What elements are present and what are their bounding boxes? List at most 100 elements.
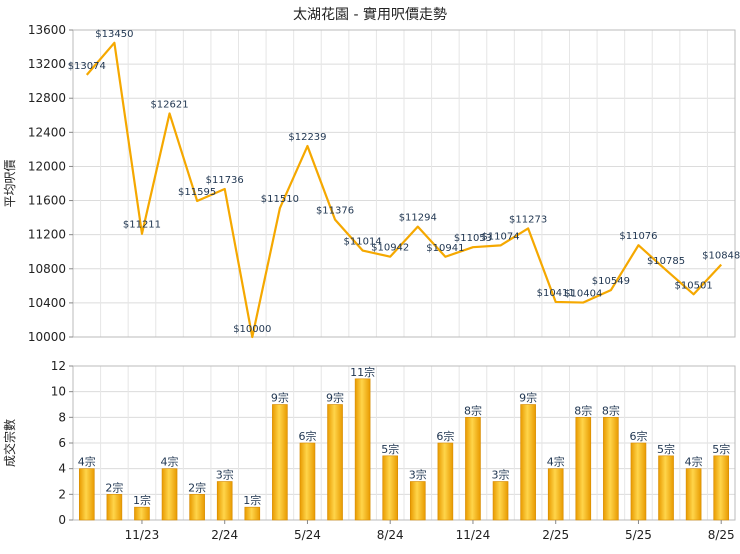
price-data-label: $11294 [399,213,437,224]
volume-bar [409,481,426,521]
volume-data-label: 4宗 [78,455,96,469]
volume-bar [244,506,261,521]
volume-y-tick-label: 4 [58,462,66,476]
volume-bar [327,404,343,521]
volume-bar [713,455,730,521]
volume-data-label: 4宗 [685,455,703,469]
volume-y-axis-label: 成交宗數 [2,419,17,467]
volume-bar [492,481,509,521]
price-y-tick-label: 12400 [28,125,66,139]
price-data-label: $13074 [68,61,106,72]
month-tick-label: 8/24 [377,528,404,542]
volume-bar [354,378,371,521]
month-tick-label: 8/25 [708,528,735,542]
volume-data-label: 1宗 [133,493,151,507]
volume-y-tick-label: 0 [58,513,66,527]
volume-bar [78,468,95,521]
price-data-label: $10501 [675,280,713,291]
volume-data-label: 3宗 [409,468,427,482]
price-y-tick-label: 10000 [28,330,66,344]
price-data-label: $11014 [344,237,382,248]
volume-bar [547,468,564,521]
volume-y-tick-label: 2 [58,487,66,501]
month-tick-label: 2/25 [542,528,569,542]
price-y-tick-label: 12800 [28,91,66,105]
volume-data-label: 5宗 [657,442,675,456]
volume-bar [161,468,178,521]
volume-bar [134,506,150,521]
price-line [85,41,723,339]
volume-data-label: 3宗 [216,468,234,482]
price-y-tick-label: 10800 [28,262,66,276]
volume-data-label: 5宗 [381,442,399,456]
volume-bar [575,417,592,521]
volume-data-label: 9宗 [271,391,289,405]
price-data-label: $11273 [509,214,547,225]
price-data-label: $11053 [454,233,492,244]
price-data-label: $10942 [371,243,409,254]
volume-data-label: 9宗 [519,391,537,405]
price-data-label: $10785 [647,256,685,267]
volume-bar [437,442,454,521]
volume-y-tick-label: 10 [51,385,66,399]
price-data-label: $11074 [481,231,519,242]
volume-y-tick-label: 6 [58,436,66,450]
price-y-axis: 10000 10400 10800 11200 11600 12000 12400 12800… [28,23,73,344]
price-data-label: $11595 [178,187,216,198]
chart-title: 太湖花園 - 實用呎價走勢 [293,6,447,23]
month-tick-label: 2/24 [211,528,238,542]
volume-data-label: 1宗 [243,493,261,507]
volume-data-label: 5宗 [712,442,730,456]
volume-bar [272,404,288,521]
price-data-label: $10404 [564,289,602,300]
price-data-label: $12621 [150,99,188,110]
price-y-tick-label: 10400 [28,296,66,310]
volume-bars [78,378,730,521]
price-data-label: $10549 [592,276,630,287]
price-data-label: $13450 [95,29,133,40]
volume-y-axis: 0 2 4 6 8 10 12 [51,359,73,527]
price-y-tick-label: 12000 [28,159,66,173]
volume-y-tick-label: 12 [51,359,66,373]
price-grid [72,29,736,338]
volume-data-label: 3宗 [492,468,510,482]
volume-data-label: 4宗 [547,455,565,469]
price-data-label: $11076 [619,231,657,242]
volume-bar [465,417,481,521]
volume-data-labels: 4宗 2宗 1宗 4宗 2宗 3宗 1宗 9宗 6宗 9宗 11宗 5宗 3宗 6宗 8宗 3宗 9宗 4宗 8宗 8… [78,365,730,507]
volume-data-label: 6宗 [629,429,647,443]
price-data-label: $10000 [233,324,271,335]
month-tick-label: 5/24 [294,528,321,542]
price-y-tick-label: 11200 [28,228,66,242]
volume-bar [299,442,316,521]
volume-data-label: 11宗 [350,365,375,379]
price-data-labels: $13074 $13450 $11211 $12621 $11595$11736 $100… [68,29,740,335]
volume-data-label: 4宗 [161,455,179,469]
price-data-label: $11736 [206,175,244,186]
price-data-label: $11510 [261,194,299,205]
volume-data-label: 2宗 [105,480,123,494]
month-tick-label: 11/24 [456,528,491,542]
volume-data-label: 8宗 [574,403,592,417]
volume-bar [685,468,702,521]
price-data-label: $10411 [537,288,575,299]
price-y-tick-label: 13600 [28,23,66,37]
price-data-label: $11211 [123,220,161,231]
price-series-line [85,41,723,339]
price-data-label: $10941 [426,243,464,254]
month-x-axis: 11/23 2/24 5/24 8/24 11/24 2/25 5/25 8/25 [125,520,735,542]
price-y-axis-label: 平均呎價 [3,159,17,207]
volume-data-label: 8宗 [602,403,620,417]
price-y-tick-label: 13200 [28,57,66,71]
volume-data-label: 6宗 [436,429,454,443]
price-data-label: $10848 [702,251,740,262]
price-plot-frame [72,29,736,338]
price-data-label: $12239 [288,132,326,143]
price-y-tick-label: 11600 [28,194,66,208]
volume-bar [189,494,205,521]
volume-bar [106,494,123,521]
month-tick-label: 5/25 [625,528,652,542]
month-tick-label: 11/23 [125,528,160,542]
volume-bar [630,442,647,521]
